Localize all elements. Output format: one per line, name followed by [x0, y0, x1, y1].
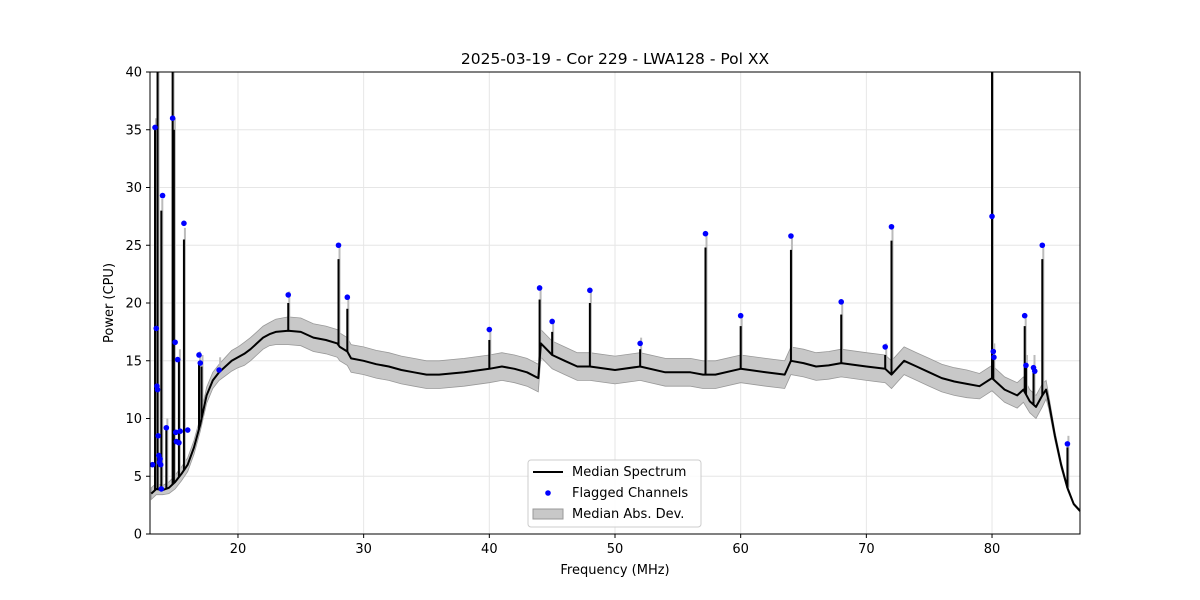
legend: Median Spectrum Flagged Channels Median … — [527, 459, 702, 528]
flagged-channel-point — [153, 325, 160, 332]
flagged-channel-point — [888, 223, 895, 230]
flagged-channel-point — [149, 461, 156, 468]
x-tick-label: 30 — [355, 542, 372, 557]
flagged-channel-point — [637, 340, 643, 347]
x-tick-label: 60 — [732, 542, 749, 557]
flagged-channel-point — [163, 424, 170, 431]
flagged-channel-point — [1039, 242, 1046, 249]
flagged-channel-point — [172, 429, 179, 436]
flagged-channel-point — [169, 115, 176, 121]
x-tick-label: 40 — [481, 542, 498, 557]
x-tick-label: 20 — [230, 542, 247, 557]
flagged-channel-point — [181, 220, 187, 227]
y-tick-label: 15 — [125, 354, 142, 369]
flagged-channel-point — [1023, 362, 1029, 369]
flagged-channel-point — [285, 292, 292, 298]
x-tick-label: 80 — [984, 542, 1001, 557]
flagged-channel-point — [176, 439, 182, 446]
x-tick-label: 70 — [858, 542, 875, 557]
legend-label-mad: Median Abs. Dev. — [572, 507, 684, 522]
legend-frame — [527, 459, 702, 528]
flagged-channel-point — [172, 339, 178, 346]
flagged-channel-point — [737, 312, 744, 319]
flagged-channel-point — [838, 299, 845, 305]
flagged-channel-point — [157, 456, 163, 462]
y-tick-label: 20 — [125, 297, 142, 312]
flagged-channel-point — [184, 427, 191, 433]
legend-mad-patch-swatch — [532, 508, 564, 520]
y-tick-label: 25 — [125, 239, 142, 254]
flagged-channel-point — [154, 386, 161, 393]
y-tick-label: 0 — [134, 528, 142, 543]
x-tick-label: 50 — [607, 542, 624, 557]
flagged-channel-point — [702, 230, 709, 237]
y-tick-label: 5 — [134, 470, 142, 485]
flagged-channel-point — [216, 367, 222, 373]
flagged-channel-point — [1031, 368, 1038, 374]
flagged-channel-point — [1064, 441, 1071, 447]
flagged-channel-point — [587, 287, 593, 294]
x-axis-label: Frequency (MHz) — [560, 563, 669, 578]
y-tick-label: 30 — [125, 181, 142, 196]
chart-title: 2025-03-19 - Cor 229 - LWA128 - Pol XX — [461, 50, 770, 68]
flagged-channel-point — [549, 318, 555, 325]
flagged-channel-point — [991, 354, 997, 361]
flagged-channel-point — [788, 233, 794, 239]
plot-area: 20 30 40 50 60 70 80 0 5 10 15 20 25 30 35 40 — [125, 66, 1081, 557]
flagged-channel-point — [174, 356, 181, 363]
y-tick-label: 10 — [125, 412, 142, 427]
flagged-channel-point — [177, 428, 183, 435]
y-tick-label: 40 — [125, 66, 142, 81]
median-spectrum-line — [150, 329, 1081, 512]
flagged-channel-point — [536, 285, 543, 291]
flagged-channel-point — [155, 433, 161, 439]
flagged-channel-point — [1021, 312, 1028, 319]
flagged-channel-point — [159, 192, 166, 199]
flagged-channel-point — [989, 213, 995, 220]
flagged-channel-point — [990, 348, 997, 355]
flagged-channel-point — [196, 352, 202, 358]
flagged-channel-point — [335, 242, 342, 249]
legend-flagged-dot-swatch — [545, 490, 551, 496]
flagged-channel-point — [197, 360, 204, 366]
flagged-channel-point — [157, 461, 164, 468]
flagged-channel-point — [882, 344, 889, 350]
legend-label-median: Median Spectrum — [572, 465, 686, 480]
flagged-channel-point — [344, 294, 351, 301]
flagged-channel-point — [158, 486, 165, 492]
flagged-channel-point — [486, 326, 493, 333]
y-axis-label: Power (CPU) — [102, 263, 117, 343]
legend-label-flagged: Flagged Channels — [572, 486, 688, 501]
flagged-channel-point — [152, 124, 158, 131]
y-tick-label: 35 — [125, 123, 142, 138]
